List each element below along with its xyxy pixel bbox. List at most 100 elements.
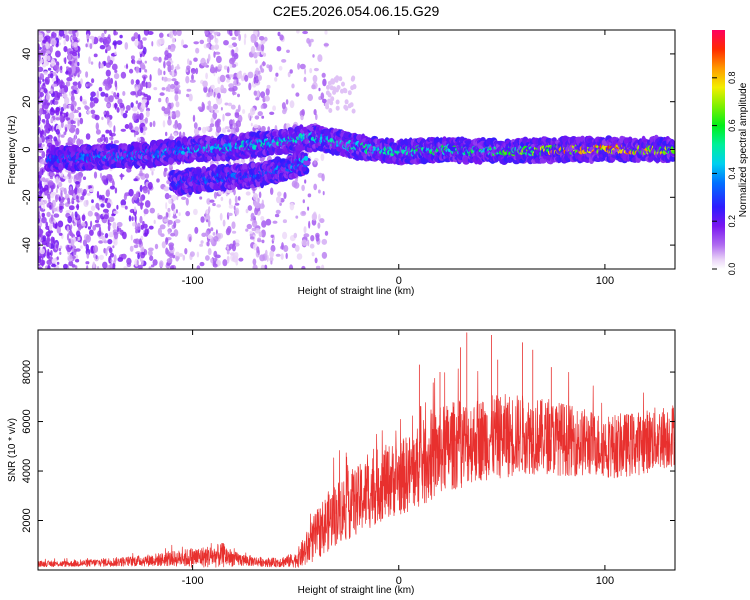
noise-cell xyxy=(293,232,298,239)
noise-cell xyxy=(153,219,156,224)
noise-cell xyxy=(251,219,258,228)
noise-cell xyxy=(170,83,176,90)
noise-cell xyxy=(193,122,198,129)
noise-cell xyxy=(311,213,318,221)
noise-cell xyxy=(63,46,68,53)
noise-cell xyxy=(65,111,69,117)
noise-cell xyxy=(107,116,110,124)
noise-cell xyxy=(220,196,224,202)
noise-cell xyxy=(335,99,340,105)
noise-cell xyxy=(258,231,263,238)
noise-cell xyxy=(75,258,80,263)
noise-cell xyxy=(138,238,142,245)
noise-cell xyxy=(89,229,94,236)
noise-cell xyxy=(282,108,287,115)
noise-cell xyxy=(117,257,124,262)
noise-cell xyxy=(320,92,325,100)
noise-cell xyxy=(195,47,200,54)
noise-cell xyxy=(59,81,65,89)
noise-cell xyxy=(311,84,316,90)
noise-cell xyxy=(71,52,78,57)
noise-cell xyxy=(228,204,234,209)
noise-cell xyxy=(318,189,321,194)
noise-cell xyxy=(213,250,218,258)
noise-cell xyxy=(85,244,90,251)
noise-cell xyxy=(110,259,113,263)
noise-cell xyxy=(293,181,300,189)
noise-cell xyxy=(199,39,205,45)
noise-cell xyxy=(308,220,311,229)
noise-cell xyxy=(116,225,119,233)
noise-cell xyxy=(222,259,228,267)
noise-cell xyxy=(324,230,329,236)
noise-cell xyxy=(131,216,134,222)
noise-cell xyxy=(75,127,80,135)
noise-cell xyxy=(74,187,78,195)
noise-cell xyxy=(146,100,150,106)
noise-cell xyxy=(206,219,209,223)
noise-cell xyxy=(200,216,205,223)
noise-cell xyxy=(167,219,173,225)
noise-cell xyxy=(189,79,196,83)
noise-cell xyxy=(45,41,49,50)
noise-cell xyxy=(280,253,284,260)
noise-cell xyxy=(213,51,216,58)
noise-cell xyxy=(89,43,93,50)
noise-cell xyxy=(226,66,230,74)
noise-cell xyxy=(98,240,104,244)
noise-cell xyxy=(97,230,102,237)
noise-cell xyxy=(49,172,56,177)
noise-cell xyxy=(211,44,215,51)
noise-cell xyxy=(103,240,108,244)
noise-cell xyxy=(96,213,101,221)
noise-cell xyxy=(128,122,133,130)
noise-cell xyxy=(277,191,282,197)
noise-cell xyxy=(322,191,325,196)
noise-cell xyxy=(57,220,64,228)
noise-cell xyxy=(176,195,179,201)
noise-cell xyxy=(226,255,230,262)
noise-cell xyxy=(82,239,88,247)
noise-cell xyxy=(266,84,271,89)
noise-cell xyxy=(185,75,190,84)
noise-cell xyxy=(216,55,222,64)
noise-cell xyxy=(105,189,111,197)
noise-cell xyxy=(68,205,75,211)
noise-cell xyxy=(250,45,256,54)
chart-title: C2E5.2026.054.06.15.G29 xyxy=(273,3,440,19)
noise-cell xyxy=(120,71,127,79)
noise-cell xyxy=(90,220,93,228)
noise-cell xyxy=(209,123,215,128)
noise-cell xyxy=(207,248,212,256)
noise-cell xyxy=(261,44,265,52)
noise-cell xyxy=(321,251,328,259)
noise-cell xyxy=(234,202,240,206)
noise-cell xyxy=(206,105,210,110)
noise-cell xyxy=(328,108,333,113)
noise-cell xyxy=(252,193,259,201)
noise-cell xyxy=(226,249,230,255)
noise-cell xyxy=(243,38,246,46)
noise-cell xyxy=(77,61,80,67)
noise-cell xyxy=(136,137,141,141)
noise-cell xyxy=(204,126,210,131)
noise-cell xyxy=(214,257,218,261)
noise-cell xyxy=(154,243,159,250)
noise-cell xyxy=(206,198,211,205)
noise-cell xyxy=(148,250,153,257)
noise-cell xyxy=(310,235,315,242)
noise-cell xyxy=(252,258,257,266)
noise-cell xyxy=(260,50,265,55)
noise-cell xyxy=(201,101,205,109)
noise-cell xyxy=(301,184,305,192)
noise-cell xyxy=(65,81,71,87)
noise-cell xyxy=(224,102,229,106)
noise-cell xyxy=(325,104,330,110)
noise-cell xyxy=(244,74,249,82)
noise-cell xyxy=(282,231,288,240)
trace-cell xyxy=(463,156,469,163)
noise-cell xyxy=(79,95,83,102)
noise-cell xyxy=(103,214,109,220)
noise-cell xyxy=(349,102,354,108)
noise-cell xyxy=(74,109,79,113)
